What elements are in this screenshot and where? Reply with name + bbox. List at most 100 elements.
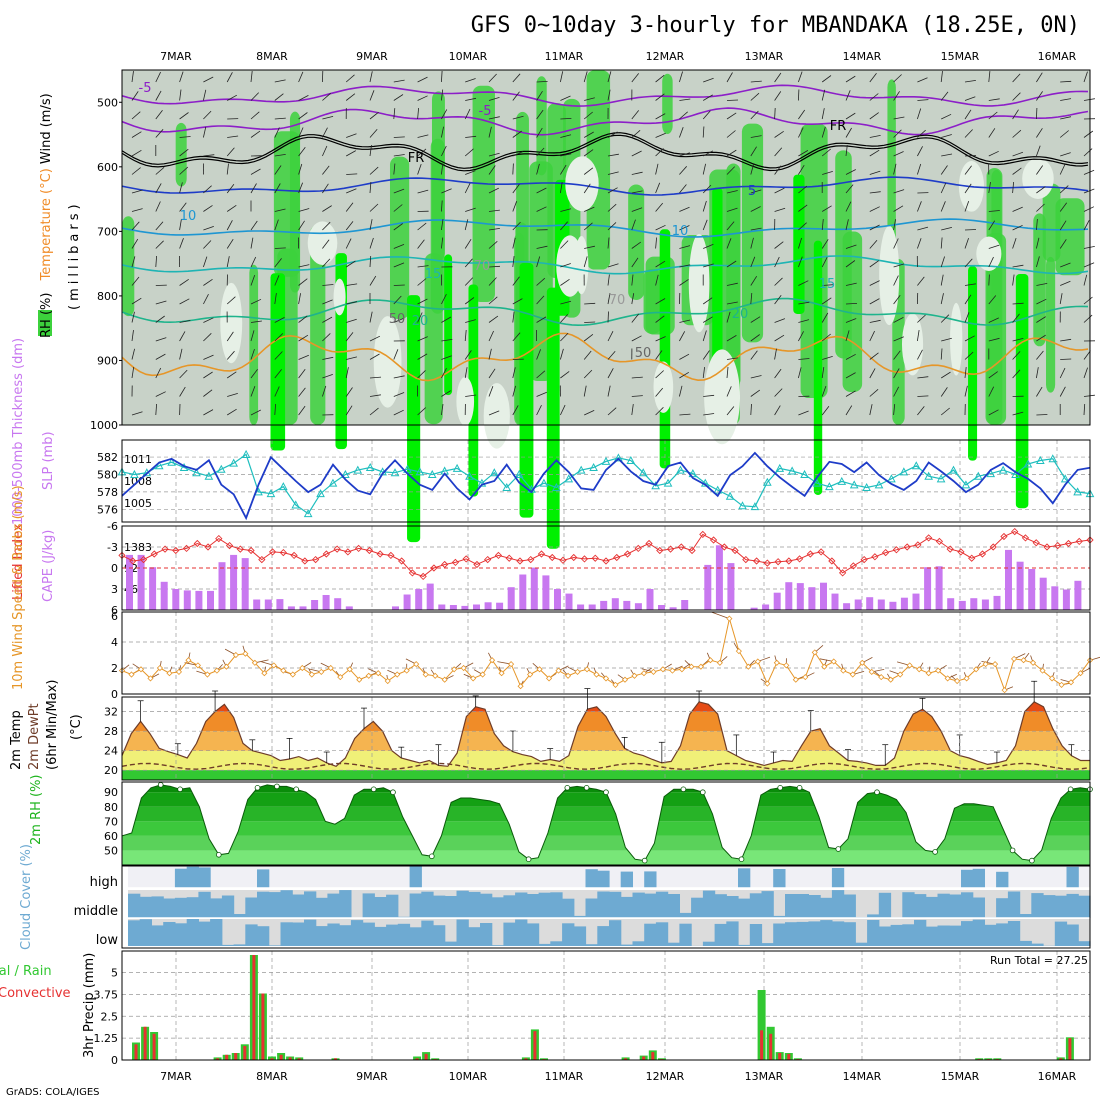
thickness-point bbox=[762, 477, 772, 486]
wind-barb bbox=[750, 206, 761, 212]
wind-barb bbox=[298, 278, 308, 286]
li-point bbox=[333, 545, 341, 553]
wind-barb bbox=[298, 354, 309, 360]
wind10-speed-point bbox=[602, 675, 610, 682]
cloud-cell bbox=[245, 897, 258, 918]
cloud-cell bbox=[186, 866, 200, 888]
cloud-cell bbox=[526, 894, 540, 918]
cloud-cell bbox=[257, 869, 270, 888]
cloud-cell bbox=[796, 894, 810, 918]
cloud-cell bbox=[925, 926, 939, 946]
cape-bar bbox=[322, 595, 330, 610]
li-point bbox=[774, 558, 782, 566]
thickness-point bbox=[403, 464, 412, 473]
wind-barb bbox=[464, 108, 471, 120]
cape-bar bbox=[426, 583, 434, 610]
cape-bar bbox=[762, 604, 770, 610]
cloud-cell bbox=[937, 925, 950, 946]
wind10-speed-point bbox=[792, 676, 799, 683]
contour-label: 20 bbox=[732, 307, 749, 322]
wind-barb bbox=[274, 386, 280, 397]
wind-barb bbox=[631, 73, 640, 83]
thickness-point bbox=[638, 468, 648, 477]
wind-barb bbox=[631, 395, 643, 397]
cloud-cell bbox=[867, 914, 880, 918]
rh-dry-patch bbox=[704, 349, 741, 445]
cape-bar bbox=[715, 545, 723, 610]
li-point bbox=[989, 543, 997, 551]
wind10-speed-point bbox=[897, 671, 904, 678]
wind-barb bbox=[798, 331, 804, 342]
wind10-speed-point bbox=[1001, 687, 1008, 694]
thickness-point bbox=[427, 469, 437, 478]
wind-barb bbox=[917, 406, 925, 416]
wind-barb bbox=[369, 376, 382, 379]
li-point bbox=[828, 557, 836, 565]
wind-barb bbox=[346, 318, 357, 323]
wind-barb bbox=[393, 349, 399, 360]
wind10-speed-point bbox=[849, 671, 856, 678]
wind-barb bbox=[441, 368, 447, 379]
wind-barb bbox=[655, 350, 663, 360]
cape-bar bbox=[241, 558, 249, 610]
wind-barb bbox=[1036, 218, 1038, 231]
thickness-point bbox=[1048, 454, 1058, 463]
wind-barb bbox=[274, 247, 286, 249]
wind-barb bbox=[536, 370, 546, 379]
wind-barb bbox=[1012, 237, 1017, 249]
wind-barb bbox=[821, 367, 825, 379]
li-point bbox=[656, 546, 664, 555]
thickness-point bbox=[241, 449, 251, 458]
wind-barb bbox=[893, 219, 896, 231]
cape-bar bbox=[276, 599, 284, 610]
wind-barb bbox=[512, 151, 524, 157]
thickness-point bbox=[192, 468, 201, 477]
li-point bbox=[258, 555, 266, 564]
wind-barb bbox=[512, 201, 518, 212]
wind-barb bbox=[964, 351, 974, 360]
wind-barb bbox=[488, 315, 499, 323]
cape-bar bbox=[681, 600, 689, 610]
wind-barb bbox=[940, 387, 948, 397]
cloud-cell bbox=[1066, 893, 1079, 918]
cloud-cell bbox=[491, 945, 505, 946]
wind10-speed-point bbox=[1020, 657, 1027, 664]
wind10-speed-point bbox=[508, 661, 515, 668]
wind-barb bbox=[893, 336, 904, 342]
wind-barb bbox=[131, 167, 141, 175]
wind-barb bbox=[940, 371, 951, 379]
wind-barb bbox=[1060, 98, 1072, 101]
wind-barb bbox=[536, 147, 545, 157]
wind-barb bbox=[131, 238, 139, 249]
wind-barb bbox=[560, 404, 566, 416]
cloud-cell bbox=[280, 922, 293, 946]
wind-barb bbox=[750, 227, 762, 231]
cape-bar bbox=[149, 567, 157, 610]
wind-barb bbox=[536, 391, 547, 397]
wind10-speed-point bbox=[432, 672, 439, 679]
rh-saturated-patch bbox=[270, 273, 286, 451]
wind-barb bbox=[869, 135, 881, 138]
li-point bbox=[494, 551, 503, 560]
cloud-cell bbox=[714, 923, 727, 946]
cloud-cell bbox=[198, 891, 211, 918]
wind10-speed-point bbox=[422, 671, 429, 678]
wind-barb bbox=[940, 71, 943, 83]
wind-barb bbox=[821, 126, 826, 138]
wind-barb bbox=[964, 294, 972, 305]
li-point bbox=[527, 555, 535, 564]
li-point bbox=[1043, 543, 1051, 551]
wind10-speed-point bbox=[887, 676, 894, 683]
rh-dry-patch bbox=[556, 235, 584, 297]
cape-bar bbox=[253, 599, 261, 610]
wind-barb bbox=[893, 294, 901, 305]
rh-dry-patch bbox=[1022, 158, 1054, 199]
wind-barb bbox=[369, 166, 379, 175]
p2-ytick-right: 1011 bbox=[124, 453, 152, 466]
cloud-cell bbox=[515, 919, 528, 946]
cloud-cell bbox=[949, 925, 962, 946]
wind-barb bbox=[655, 237, 657, 249]
li-point bbox=[408, 569, 417, 577]
wind-barb bbox=[1083, 274, 1088, 286]
wind-barb bbox=[298, 220, 305, 231]
